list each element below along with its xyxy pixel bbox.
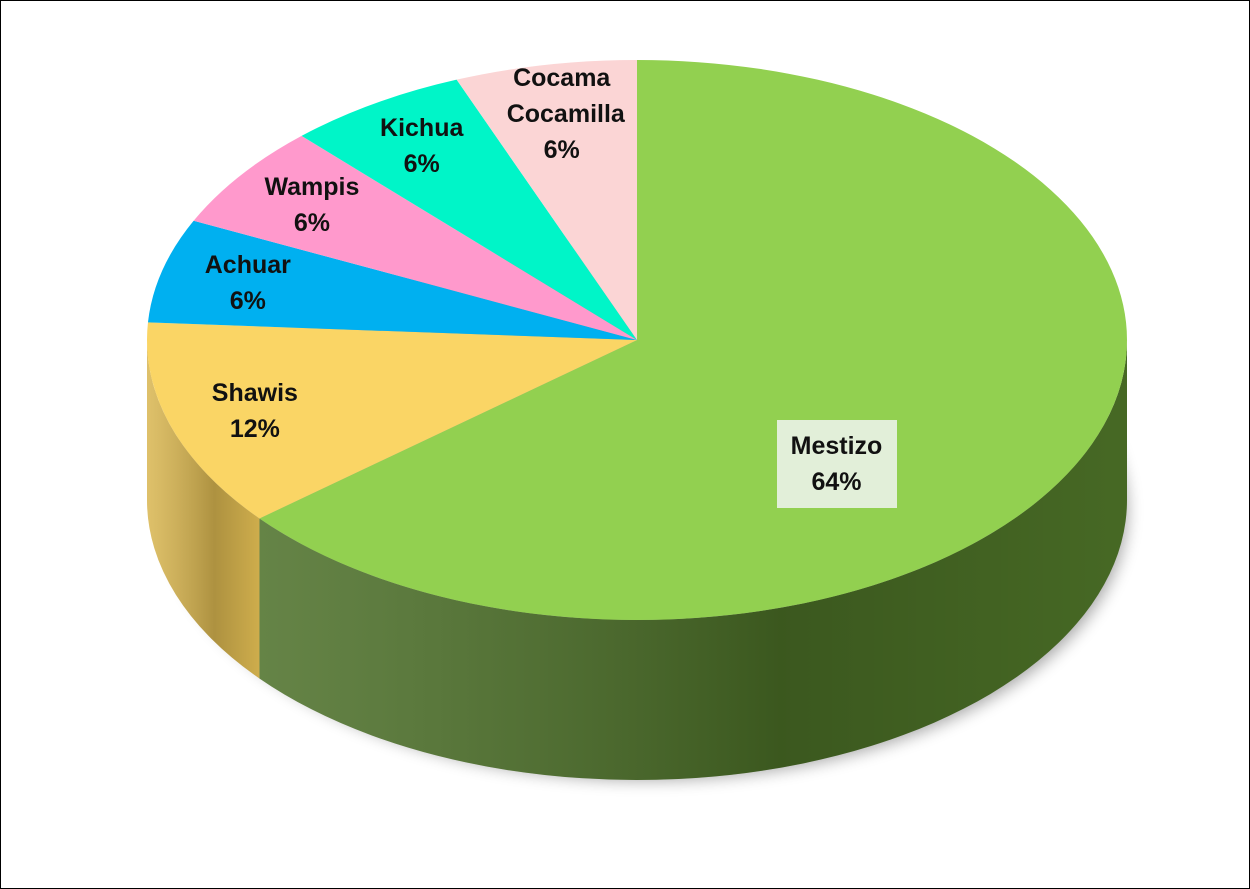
slice-name: Cocama Cocamilla xyxy=(506,64,625,129)
slice xyxy=(259,60,1128,620)
slice-name: Kichua xyxy=(380,114,464,143)
slice-name: Shawis xyxy=(211,378,298,407)
slice-name: Achuar xyxy=(204,250,291,279)
slice xyxy=(193,135,637,340)
data-label: Achuar 6% xyxy=(178,247,318,319)
slice xyxy=(147,322,638,519)
slice-name: Mestizo xyxy=(790,431,883,460)
data-label: Kichua 6% xyxy=(352,110,492,182)
slice-value: 6% xyxy=(403,150,440,179)
slice xyxy=(147,220,637,340)
slice-side-shade xyxy=(147,340,260,679)
slice xyxy=(456,60,637,340)
data-label: Cocama Cocamilla 6% xyxy=(506,60,625,168)
data-label: Mestizo 64% xyxy=(776,419,897,508)
slice-value: 6% xyxy=(543,136,580,165)
slice-name: Wampis xyxy=(264,173,360,202)
slice xyxy=(301,79,637,340)
data-label: Shawis 12% xyxy=(185,375,325,447)
slice-side-shade xyxy=(259,340,1128,780)
slice-value: 6% xyxy=(229,286,266,315)
slice-value: 6% xyxy=(293,209,330,238)
slice-value: 12% xyxy=(229,414,280,443)
slice-value: 64% xyxy=(811,467,862,496)
data-label: Wampis 6% xyxy=(242,169,382,241)
